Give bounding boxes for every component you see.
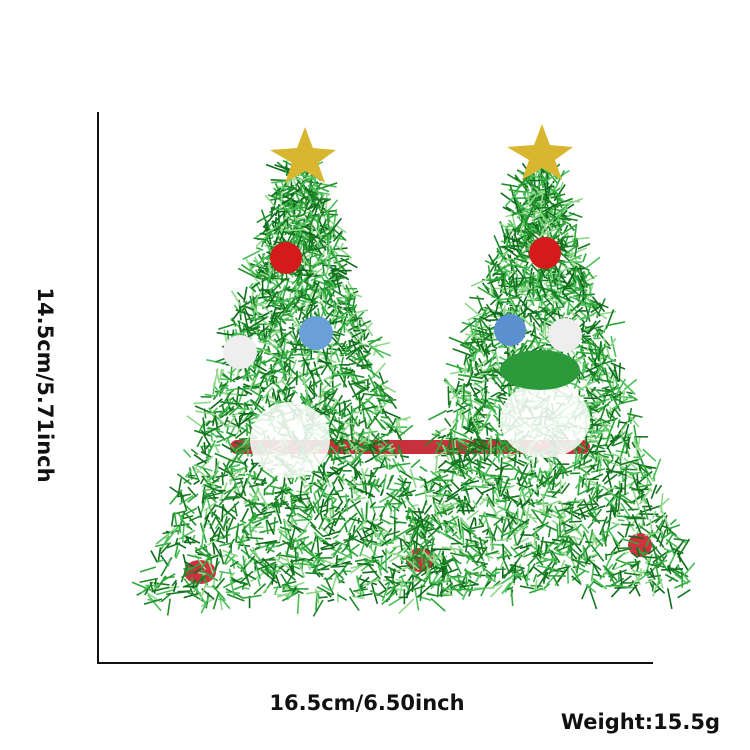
height-dimension-line [97, 112, 99, 664]
star-right [507, 124, 573, 180]
tinsel-trees [131, 146, 696, 617]
weight-label: Weight:15.5g [560, 710, 720, 734]
width-label: 16.5cm/6.50inch [269, 691, 465, 715]
ornaments [223, 237, 582, 390]
width-dimension-line [97, 662, 653, 664]
star-left [270, 127, 336, 183]
lens-openings [250, 382, 590, 478]
height-label: 14.5cm/5.71inch [33, 287, 57, 483]
